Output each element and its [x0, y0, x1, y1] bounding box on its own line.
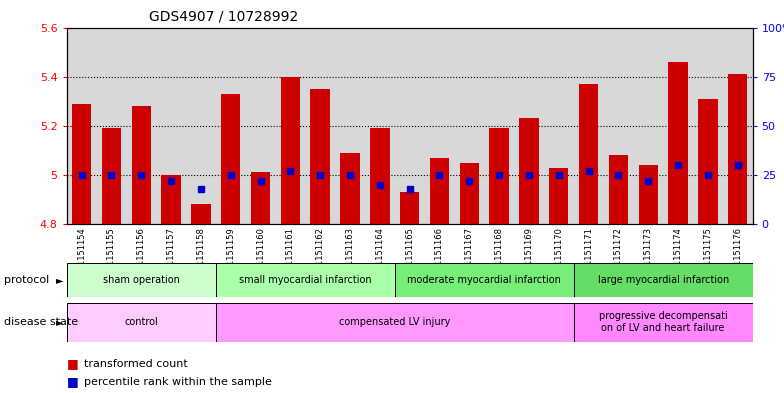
Bar: [544, 28, 574, 224]
Bar: [216, 303, 574, 342]
Bar: [699, 99, 717, 224]
Text: control: control: [125, 317, 158, 327]
Bar: [604, 28, 633, 224]
Bar: [162, 175, 181, 224]
Bar: [633, 28, 663, 224]
Text: transformed count: transformed count: [84, 358, 187, 369]
Bar: [365, 28, 394, 224]
Bar: [394, 263, 574, 297]
Bar: [132, 106, 151, 224]
Bar: [723, 28, 753, 224]
Bar: [574, 263, 753, 297]
Bar: [669, 62, 688, 224]
Bar: [156, 28, 186, 224]
Bar: [340, 153, 360, 224]
Text: percentile rank within the sample: percentile rank within the sample: [84, 377, 272, 387]
Bar: [310, 89, 330, 224]
Bar: [574, 303, 753, 342]
Bar: [186, 28, 216, 224]
Bar: [579, 84, 598, 224]
Bar: [216, 263, 394, 297]
Bar: [663, 28, 693, 224]
Bar: [281, 77, 300, 224]
Text: ►: ►: [56, 317, 64, 327]
Bar: [400, 192, 419, 224]
Text: ►: ►: [56, 275, 64, 285]
Bar: [251, 173, 270, 224]
Bar: [425, 28, 455, 224]
Bar: [67, 303, 216, 342]
Text: compensated LV injury: compensated LV injury: [339, 317, 451, 327]
Bar: [514, 28, 544, 224]
Bar: [72, 104, 91, 224]
Bar: [574, 28, 604, 224]
Text: large myocardial infarction: large myocardial infarction: [597, 275, 729, 285]
Bar: [459, 163, 479, 224]
Bar: [102, 128, 121, 224]
Bar: [728, 74, 747, 224]
Bar: [394, 28, 425, 224]
Bar: [216, 28, 245, 224]
Text: sham operation: sham operation: [103, 275, 180, 285]
Bar: [485, 28, 514, 224]
Bar: [275, 28, 305, 224]
Bar: [191, 204, 211, 224]
Text: GDS4907 / 10728992: GDS4907 / 10728992: [149, 10, 298, 24]
Bar: [126, 28, 156, 224]
Bar: [549, 167, 568, 224]
Bar: [245, 28, 275, 224]
Text: disease state: disease state: [4, 317, 78, 327]
Bar: [67, 263, 216, 297]
Bar: [638, 165, 658, 224]
Bar: [96, 28, 126, 224]
Bar: [305, 28, 335, 224]
Text: ■: ■: [67, 375, 78, 389]
Bar: [455, 28, 485, 224]
Text: ■: ■: [67, 357, 78, 370]
Text: moderate myocardial infarction: moderate myocardial infarction: [407, 275, 561, 285]
Text: progressive decompensati
on of LV and heart failure: progressive decompensati on of LV and he…: [599, 312, 728, 333]
Bar: [335, 28, 365, 224]
Bar: [519, 118, 539, 224]
Bar: [608, 155, 628, 224]
Bar: [67, 28, 96, 224]
Text: small myocardial infarction: small myocardial infarction: [239, 275, 372, 285]
Bar: [430, 158, 449, 224]
Bar: [370, 128, 390, 224]
Bar: [693, 28, 723, 224]
Bar: [221, 94, 241, 224]
Bar: [489, 128, 509, 224]
Text: protocol: protocol: [4, 275, 49, 285]
